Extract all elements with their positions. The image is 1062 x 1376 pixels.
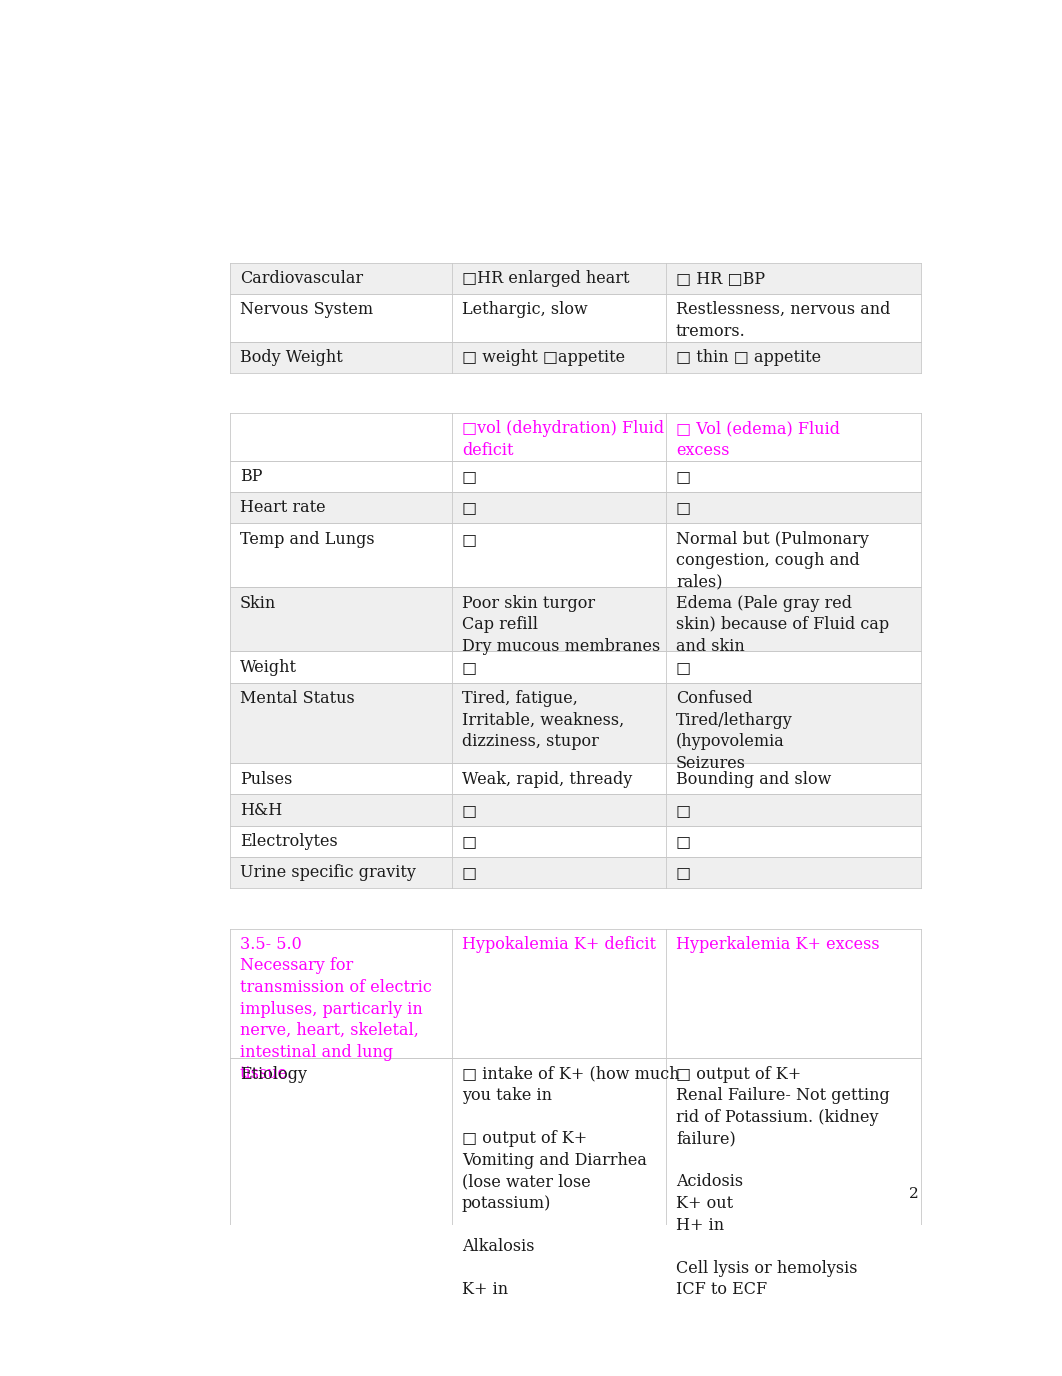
Text: □: □ bbox=[676, 864, 691, 882]
Text: □ weight □appetite: □ weight □appetite bbox=[462, 350, 626, 366]
Text: □: □ bbox=[676, 659, 691, 676]
Text: □vol (dehydration) Fluid
deficit: □vol (dehydration) Fluid deficit bbox=[462, 421, 664, 460]
Text: Restlessness, nervous and
tremors.: Restlessness, nervous and tremors. bbox=[676, 301, 890, 340]
Text: Hyperkalemia K+ excess: Hyperkalemia K+ excess bbox=[676, 936, 879, 954]
Text: Heart rate: Heart rate bbox=[240, 499, 325, 516]
Text: □HR enlarged heart: □HR enlarged heart bbox=[462, 270, 630, 288]
Bar bbox=[229, 263, 921, 294]
Text: Electrolytes: Electrolytes bbox=[240, 832, 338, 850]
Text: □: □ bbox=[676, 832, 691, 850]
Text: BP: BP bbox=[240, 468, 262, 486]
Bar bbox=[229, 857, 921, 889]
Text: Body Weight: Body Weight bbox=[240, 350, 343, 366]
Text: □: □ bbox=[676, 468, 691, 486]
Bar bbox=[229, 651, 921, 682]
Text: □: □ bbox=[462, 659, 477, 676]
Text: □: □ bbox=[462, 802, 477, 819]
Text: Tired, fatigue,
Irritable, weakness,
dizziness, stupor: Tired, fatigue, Irritable, weakness, diz… bbox=[462, 691, 624, 750]
Bar bbox=[229, 523, 921, 588]
Bar bbox=[229, 1058, 921, 1254]
Text: □: □ bbox=[462, 468, 477, 486]
Bar bbox=[229, 294, 921, 341]
Bar bbox=[229, 461, 921, 493]
Text: Confused
Tired/lethargy
(hypovolemia
Seizures: Confused Tired/lethargy (hypovolemia Sei… bbox=[676, 691, 792, 772]
Text: Skin: Skin bbox=[240, 594, 276, 612]
Text: □ Vol (edema) Fluid
excess: □ Vol (edema) Fluid excess bbox=[676, 421, 840, 460]
Text: □: □ bbox=[676, 802, 691, 819]
Text: Urine specific gravity: Urine specific gravity bbox=[240, 864, 415, 882]
Bar bbox=[229, 682, 921, 764]
Text: Poor skin turgor
Cap refill
Dry mucous membranes: Poor skin turgor Cap refill Dry mucous m… bbox=[462, 594, 661, 655]
Text: Mental Status: Mental Status bbox=[240, 691, 355, 707]
Text: Temp and Lungs: Temp and Lungs bbox=[240, 531, 375, 548]
Text: 2: 2 bbox=[909, 1187, 919, 1201]
Text: □ thin □ appetite: □ thin □ appetite bbox=[676, 350, 821, 366]
Text: □: □ bbox=[462, 499, 477, 516]
Text: Nervous System: Nervous System bbox=[240, 301, 373, 318]
Text: Bounding and slow: Bounding and slow bbox=[676, 771, 832, 787]
Bar bbox=[229, 929, 921, 1058]
Text: □ HR □BP: □ HR □BP bbox=[676, 270, 765, 288]
Bar bbox=[229, 341, 921, 373]
Bar bbox=[229, 588, 921, 651]
Text: □: □ bbox=[462, 832, 477, 850]
Text: Pulses: Pulses bbox=[240, 771, 292, 787]
Text: Etiology: Etiology bbox=[240, 1065, 307, 1083]
Text: Cardiovascular: Cardiovascular bbox=[240, 270, 363, 288]
Text: □ intake of K+ (how much
you take in

□ output of K+
Vomiting and Diarrhea
(lose: □ intake of K+ (how much you take in □ o… bbox=[462, 1065, 680, 1298]
Bar bbox=[229, 413, 921, 461]
Bar bbox=[229, 764, 921, 794]
Text: H&H: H&H bbox=[240, 802, 282, 819]
Text: Lethargic, slow: Lethargic, slow bbox=[462, 301, 587, 318]
Text: □ output of K+
Renal Failure- Not getting
rid of Potassium. (kidney
failure)

Ac: □ output of K+ Renal Failure- Not gettin… bbox=[676, 1065, 890, 1298]
Text: 3.5- 5.0
Necessary for
transmission of electric
impluses, particarly in
nerve, h: 3.5- 5.0 Necessary for transmission of e… bbox=[240, 936, 431, 1082]
Text: Normal but (Pulmonary
congestion, cough and
rales): Normal but (Pulmonary congestion, cough … bbox=[676, 531, 869, 590]
Bar bbox=[229, 794, 921, 826]
Bar bbox=[229, 493, 921, 523]
Text: Hypokalemia K+ deficit: Hypokalemia K+ deficit bbox=[462, 936, 656, 954]
Text: □: □ bbox=[676, 499, 691, 516]
Text: Edema (Pale gray red
skin) because of Fluid cap
and skin: Edema (Pale gray red skin) because of Fl… bbox=[676, 594, 889, 655]
Text: Weight: Weight bbox=[240, 659, 296, 676]
Text: Weak, rapid, thready: Weak, rapid, thready bbox=[462, 771, 632, 787]
Text: □: □ bbox=[462, 531, 477, 548]
Text: □: □ bbox=[462, 864, 477, 882]
Bar bbox=[229, 826, 921, 857]
